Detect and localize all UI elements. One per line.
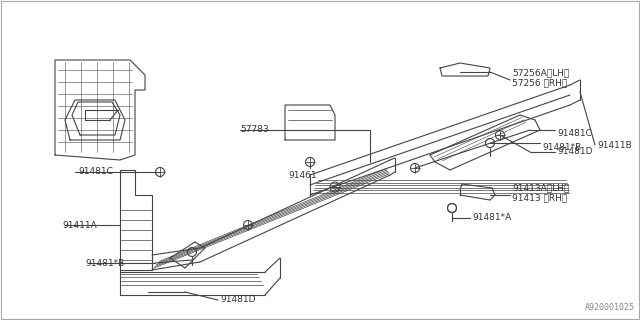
Text: 91411B: 91411B xyxy=(597,140,632,149)
Text: 91481C: 91481C xyxy=(78,167,113,177)
Text: 91481D: 91481D xyxy=(220,295,255,305)
Text: 91481*A: 91481*A xyxy=(472,213,511,222)
Text: 57783: 57783 xyxy=(240,125,269,134)
Text: 57256 〈RH〉: 57256 〈RH〉 xyxy=(512,78,567,87)
Text: 91413 〈RH〉: 91413 〈RH〉 xyxy=(512,194,567,203)
Text: A920001025: A920001025 xyxy=(585,303,635,312)
Text: 91461: 91461 xyxy=(288,171,317,180)
Text: 91481*B: 91481*B xyxy=(542,143,581,153)
Text: 91481*B: 91481*B xyxy=(85,259,124,268)
Text: 91413A〈LH〉: 91413A〈LH〉 xyxy=(512,183,569,193)
Text: 91481D: 91481D xyxy=(557,148,593,156)
Text: 91481C: 91481C xyxy=(557,129,592,138)
Text: 57256A〈LH〉: 57256A〈LH〉 xyxy=(512,68,569,77)
Text: 91411A: 91411A xyxy=(62,220,97,229)
